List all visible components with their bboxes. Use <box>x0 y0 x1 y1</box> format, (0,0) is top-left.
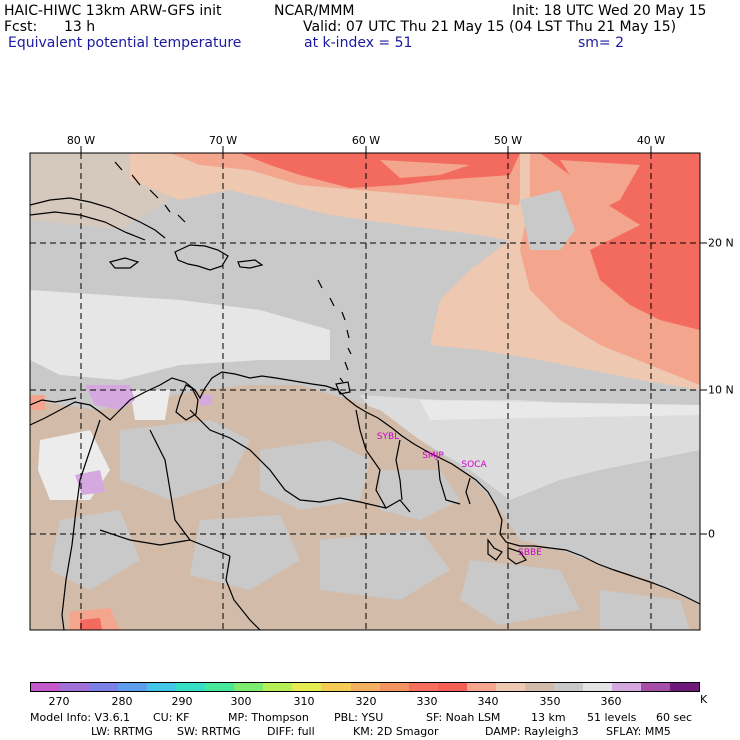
footer-km: KM: 2D Smagor <box>353 725 439 738</box>
footer-model-info: Model Info: V3.6.1 <box>30 711 131 724</box>
lat-label: 20 N <box>708 236 734 250</box>
colorbar-swatch <box>437 683 467 691</box>
valid-time: Valid: 07 UTC Thu 21 May 15 (04 LST Thu … <box>303 19 677 35</box>
map-frame <box>29 152 701 631</box>
colorbar-swatch <box>118 683 148 691</box>
colorbar-tick: 330 <box>416 695 438 708</box>
field-shading <box>30 153 700 630</box>
lon-label: 40 W <box>636 134 666 147</box>
station-label: SOCA <box>461 460 487 470</box>
colorbar-swatch <box>60 683 90 691</box>
footer-resolution: 13 km <box>531 711 566 724</box>
field-name: Equivalent potential temperature <box>8 35 242 51</box>
colorbar-tick: 290 <box>171 695 193 708</box>
colorbar-swatch <box>89 683 119 691</box>
colorbar-swatch <box>31 683 61 691</box>
lon-label: 80 W <box>66 134 96 147</box>
colorbar-unit: K <box>700 693 708 706</box>
colorbar-swatch <box>640 683 671 691</box>
footer-damp: DAMP: Rayleigh3 <box>485 725 579 738</box>
init-time: Init: 18 UTC Wed 20 May 15 <box>512 3 707 19</box>
lon-label: 60 W <box>351 134 381 147</box>
colorbar-swatch <box>379 683 409 691</box>
smoothing-label: sm= 2 <box>578 35 625 51</box>
forecast-label: Fcst: <box>4 19 38 35</box>
colorbar-swatch <box>582 683 612 691</box>
station-label: SYBL <box>376 432 400 442</box>
footer-sflay: SFLAY: MM5 <box>606 725 671 738</box>
colorbar-swatch <box>234 683 264 691</box>
colorbar-tick: 320 <box>355 695 377 708</box>
level-label: at k-index = 51 <box>304 35 413 51</box>
footer-levels: 51 levels <box>587 711 637 724</box>
colorbar-tick: 360 <box>600 695 622 708</box>
footer-timestep: 60 sec <box>656 711 693 724</box>
footer-pbl: PBL: YSU <box>334 711 384 724</box>
footer-sw: SW: RRTMG <box>177 725 241 738</box>
colorbar-swatch <box>553 683 583 691</box>
lat-lon-grid <box>30 153 700 630</box>
colorbar-tick: 340 <box>477 695 499 708</box>
coastlines <box>30 161 700 630</box>
forecast-hour: 13 h <box>64 19 96 35</box>
station-label: SMJP <box>422 451 444 461</box>
colorbar-swatch <box>205 683 235 691</box>
model-title: HAIC-HIWC 13km ARW-GFS init <box>4 3 222 19</box>
colorbar-swatch <box>495 683 525 691</box>
footer-mp: MP: Thompson <box>228 711 309 724</box>
colorbar-swatch <box>466 683 496 691</box>
colorbar-tick: 350 <box>539 695 561 708</box>
colorbar-swatch <box>292 683 322 691</box>
colorbar-tick: 300 <box>230 695 252 708</box>
colorbar-swatch <box>408 683 438 691</box>
station-label: SBBE <box>518 548 542 558</box>
lon-label: 70 W <box>208 134 238 147</box>
lat-label: 10 N <box>708 383 734 397</box>
colorbar-swatch <box>176 683 206 691</box>
colorbar-tick: 310 <box>293 695 315 708</box>
colorbar-tick: 280 <box>111 695 133 708</box>
lat-label: 0 <box>708 527 715 541</box>
colorbar-swatch <box>350 683 380 691</box>
colorbar-swatch <box>524 683 554 691</box>
organization: NCAR/MMM <box>274 3 355 19</box>
colorbar-swatch <box>263 683 293 691</box>
footer-diff: DIFF: full <box>267 725 315 738</box>
footer-cu: CU: KF <box>153 711 190 724</box>
colorbar-swatch <box>670 683 700 691</box>
colorbar-swatch <box>611 683 641 691</box>
colorbar-swatch <box>147 683 177 691</box>
axis-ticks <box>80 146 707 535</box>
color-bar <box>30 682 700 692</box>
footer-lw: LW: RRTMG <box>91 725 153 738</box>
colorbar-tick: 270 <box>48 695 70 708</box>
footer-sf: SF: Noah LSM <box>426 711 501 724</box>
colorbar-swatch <box>321 683 351 691</box>
lon-label: 50 W <box>493 134 523 147</box>
